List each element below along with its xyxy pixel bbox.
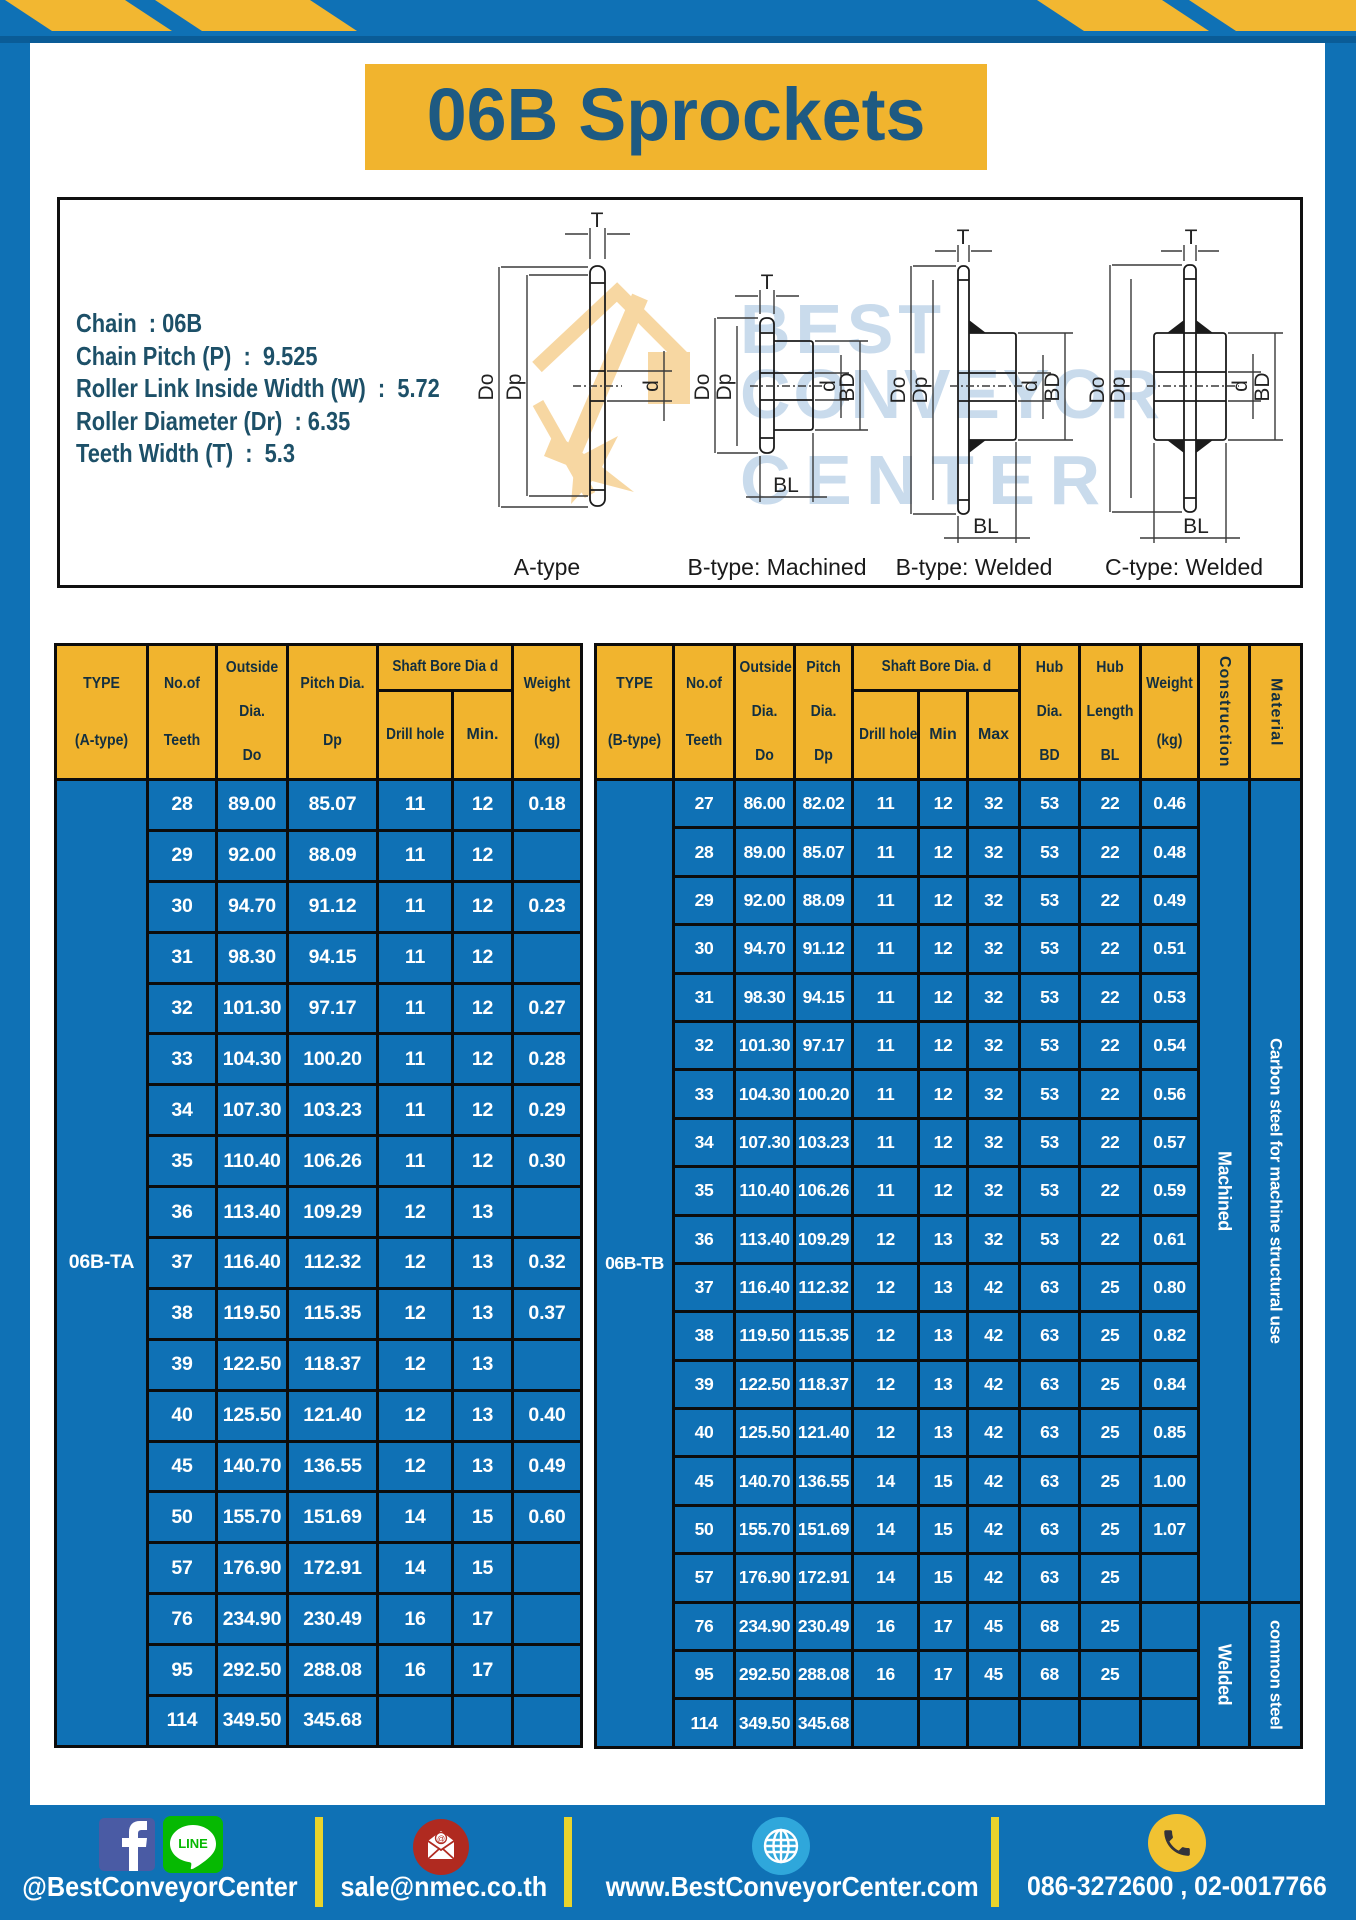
svg-text:d: d xyxy=(640,380,663,392)
svg-text:d: d xyxy=(1229,380,1252,392)
svg-text:Do: Do xyxy=(1086,377,1109,404)
svg-text:Do: Do xyxy=(887,377,910,404)
svg-text:CONVEYOR: CONVEYOR xyxy=(740,355,1160,433)
svg-text:Dp: Dp xyxy=(503,374,526,401)
svg-text:BL: BL xyxy=(1183,515,1209,538)
svg-text:BD: BD xyxy=(1041,372,1064,401)
svg-text:BL: BL xyxy=(973,515,999,538)
svg-text:BD: BD xyxy=(1251,372,1274,401)
svg-text:d: d xyxy=(1019,380,1042,392)
svg-text:BL: BL xyxy=(773,474,799,497)
svg-text:B-type: Welded: B-type: Welded xyxy=(896,554,1053,580)
svg-text:Dp: Dp xyxy=(909,377,932,404)
svg-text:LINE: LINE xyxy=(178,1836,208,1851)
svg-text:Dp: Dp xyxy=(713,374,736,401)
svg-text:T: T xyxy=(761,271,774,294)
svg-text:d: d xyxy=(817,380,840,392)
svg-text:T: T xyxy=(1185,226,1198,249)
svg-text:Dp: Dp xyxy=(1107,377,1130,404)
svg-text:Do: Do xyxy=(691,374,714,401)
svg-text:T: T xyxy=(591,209,604,232)
svg-text:C-type: Welded: C-type: Welded xyxy=(1105,554,1263,580)
svg-text:B-type: Machined: B-type: Machined xyxy=(688,554,867,580)
svg-text:A-type: A-type xyxy=(514,554,580,580)
svg-text:BD: BD xyxy=(836,372,859,401)
svg-text:@: @ xyxy=(437,1835,445,1844)
svg-text:Do: Do xyxy=(475,374,498,401)
svg-text:T: T xyxy=(957,226,970,249)
